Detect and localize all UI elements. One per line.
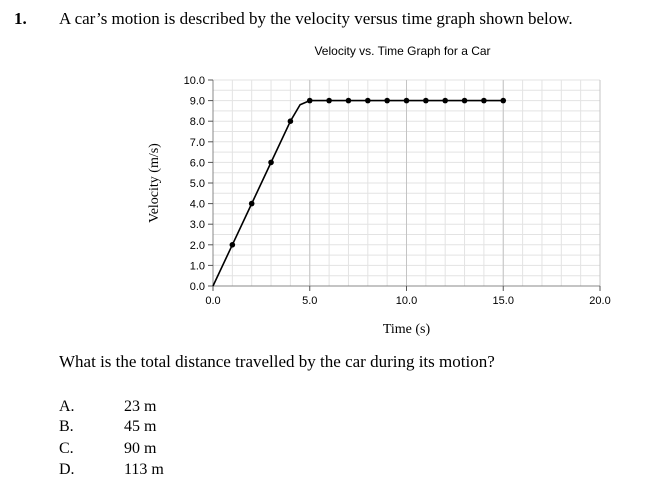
x-tick-label: 15.0 bbox=[493, 295, 514, 307]
data-point bbox=[423, 97, 429, 104]
y-tick-label: 10.0 bbox=[184, 75, 205, 87]
data-point bbox=[229, 242, 236, 248]
data-point bbox=[481, 97, 487, 104]
data-point bbox=[287, 118, 294, 124]
data-point bbox=[403, 97, 410, 104]
chart-title: Velocity vs. Time Graph for a Car bbox=[314, 44, 491, 58]
question-text: A car’s motion is described by the veloc… bbox=[59, 9, 573, 28]
x-tick-label: 10.0 bbox=[396, 295, 417, 307]
data-point bbox=[500, 97, 507, 104]
x-tick-label: 5.0 bbox=[302, 295, 317, 307]
y-axis-title: Velocity (m/s) bbox=[147, 143, 162, 223]
y-tick-label: 6.0 bbox=[190, 157, 205, 169]
x-tick-label: 0.0 bbox=[205, 295, 220, 307]
x-axis-title: Time (s) bbox=[383, 322, 431, 337]
choice-value-d[interactable]: 113 m bbox=[124, 461, 164, 478]
choice-letter-d[interactable]: D. bbox=[59, 461, 75, 478]
choice-letter-a[interactable]: A. bbox=[59, 398, 75, 415]
data-point bbox=[461, 97, 468, 104]
data-point bbox=[248, 200, 255, 207]
question-number: 1. bbox=[14, 9, 27, 28]
y-tick-label: 5.0 bbox=[190, 178, 205, 190]
y-tick-label: 9.0 bbox=[190, 96, 205, 108]
y-tick-label: 3.0 bbox=[190, 219, 205, 231]
data-point bbox=[384, 97, 390, 104]
choice-value-b[interactable]: 45 m bbox=[124, 418, 157, 435]
x-tick-label: 20.0 bbox=[589, 295, 610, 307]
y-tick-label: 7.0 bbox=[190, 137, 205, 149]
choice-value-c[interactable]: 90 m bbox=[124, 440, 157, 457]
data-point bbox=[365, 97, 371, 104]
y-tick-label: 0.0 bbox=[190, 281, 205, 293]
data-point bbox=[306, 97, 313, 104]
sub-question-text: What is the total distance travelled by … bbox=[59, 352, 495, 371]
y-tick-label: 2.0 bbox=[190, 240, 205, 252]
data-point bbox=[442, 97, 449, 104]
data-point bbox=[268, 159, 274, 166]
choice-letter-c[interactable]: C. bbox=[59, 440, 74, 457]
choice-value-a[interactable]: 23 m bbox=[124, 398, 157, 415]
choice-letter-b[interactable]: B. bbox=[59, 418, 74, 435]
data-point bbox=[345, 97, 352, 104]
y-tick-label: 8.0 bbox=[190, 116, 205, 128]
data-point bbox=[326, 97, 332, 104]
y-tick-label: 1.0 bbox=[190, 260, 205, 272]
y-tick-label: 4.0 bbox=[190, 199, 205, 211]
